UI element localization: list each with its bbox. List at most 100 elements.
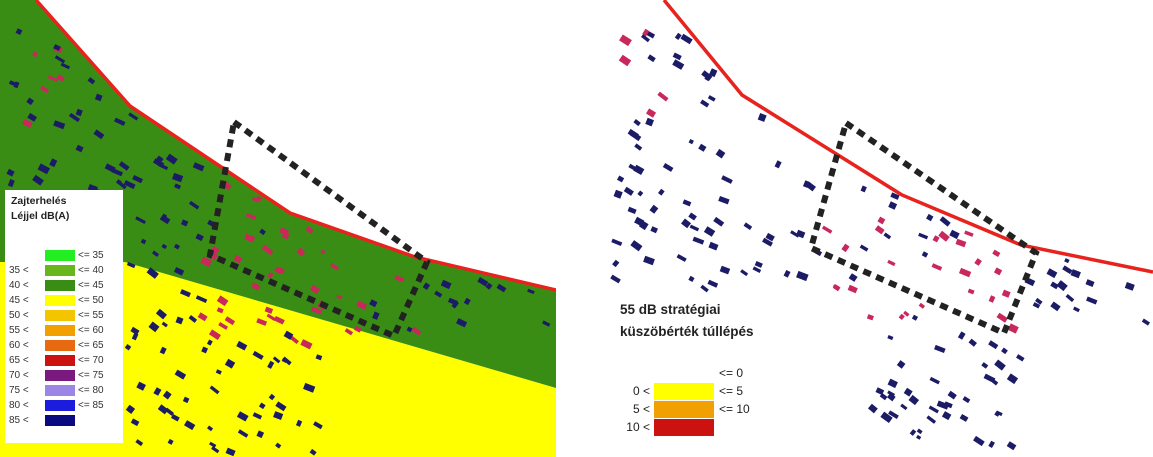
building [616,175,625,183]
building [633,118,641,127]
building [155,308,168,320]
building-exceeding [22,118,33,129]
building-exceeding [273,315,285,325]
noise-legend-row: 65 < <= 70 [5,355,123,366]
building [643,255,655,266]
building [928,405,939,414]
noise-legend: Zajterhelés Léjjel dB(A) <= 35 35 < <= 4… [5,190,123,443]
noise-legend-row: 70 < <= 75 [5,370,123,381]
building [634,143,643,151]
building [152,250,160,257]
building [456,318,468,328]
building [146,267,159,279]
noise-legend-row: <= 35 [5,250,123,261]
building-exceeding [305,225,314,235]
building [259,228,266,236]
noise-legend-row: 80 < <= 85 [5,400,123,411]
building [53,44,61,51]
legend-high-label: <= 65 [78,340,104,351]
building [708,241,719,251]
legend-swatch [654,401,714,418]
building-exceeding [1007,323,1019,334]
building [765,232,775,242]
building [7,179,15,188]
building-exceeding [245,213,257,220]
building [703,226,716,237]
building [645,117,655,127]
building [713,216,725,227]
building-exceeding [832,284,840,290]
building [179,289,191,298]
building [15,28,23,36]
building [237,429,249,438]
building [887,390,896,397]
building [272,356,281,364]
building-exceeding [210,245,220,255]
building-exceeding [47,75,59,82]
building [37,163,51,175]
building [911,314,919,321]
building [124,344,132,351]
building [715,148,726,159]
legend-swatch [45,280,75,291]
building [796,270,809,282]
building [236,340,248,351]
building-exceeding [918,302,926,309]
legend-low-label: 35 < [9,265,29,276]
building [707,279,719,288]
building [613,189,623,199]
legend-low-label: 70 < [9,370,29,381]
noise-legend-row: 45 < <= 50 [5,295,123,306]
building [939,216,951,227]
building [1050,301,1061,312]
legend-swatch [45,340,75,351]
building-exceeding [216,295,229,307]
building [674,32,682,41]
building [612,259,620,268]
building-exceeding [1001,289,1011,298]
building [180,219,189,227]
building [258,402,266,410]
building [962,396,971,404]
building-exceeding [233,254,243,264]
building [805,181,816,192]
building-exceeding [657,91,669,102]
building [275,442,282,449]
building [282,356,292,366]
building [973,435,985,447]
exceedance-legend-title: 55 dB stratégiai [620,302,721,317]
exceedance-map-panel: 55 dB stratégiai küszöbérték túllépés <=… [606,0,1153,457]
building-exceeding [866,314,874,321]
building [135,439,144,447]
building [136,381,146,391]
building [192,162,205,172]
building [672,52,682,61]
building [701,70,713,81]
building [888,410,899,419]
building [114,117,126,126]
building-exceeding [264,306,274,314]
building [650,226,658,234]
building [267,360,275,369]
building [900,403,908,411]
building [896,360,906,369]
building [672,59,685,70]
building-exceeding [996,312,1008,323]
legend-high-label: <= 70 [78,355,104,366]
building-exceeding [40,85,49,94]
building [1050,281,1059,290]
building [903,387,913,397]
building [1085,279,1095,287]
building-exceeding [993,267,1003,276]
building-exceeding [353,325,362,333]
building [159,346,167,355]
building [161,243,168,250]
building [1046,268,1058,279]
building [1073,306,1080,313]
noise-map-panel: Zajterhelés Léjjel dB(A) <= 35 35 < <= 4… [0,0,556,457]
building-exceeding [974,258,982,266]
noise-legend-title: Zajterhelés [11,195,67,207]
building [68,112,81,123]
building [162,390,172,400]
building [527,288,535,295]
